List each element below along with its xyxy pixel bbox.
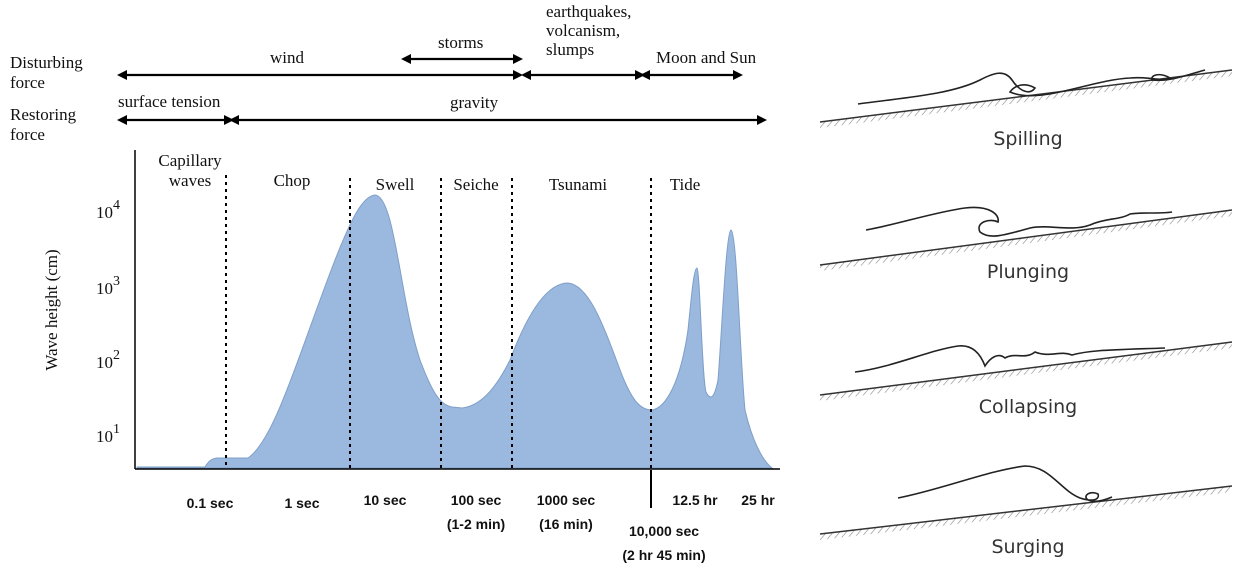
force-name: volcanism, [546, 21, 620, 40]
x-label: 0.1 sec [187, 495, 234, 511]
y-tick-label: 104 [96, 198, 120, 222]
breaker: Plunging [820, 207, 1232, 283]
spectrum: Capillary waves Chop Swell Seiche Tsunam… [42, 150, 780, 563]
band-label: Swell [376, 175, 415, 194]
x-label: (1-2 min) [447, 516, 505, 532]
force-name: slumps [546, 40, 594, 59]
breakers: Spilling Plunging Collapsing Surging [820, 70, 1232, 558]
breaker-label: Plunging [987, 261, 1069, 283]
x-label: 10 sec [364, 492, 407, 508]
x-label: 25 hr [741, 492, 775, 508]
breaker: Collapsing [820, 342, 1232, 418]
breaker-label: Surging [991, 536, 1064, 558]
band-label: Capillary [158, 151, 222, 170]
force-label: force [10, 125, 45, 144]
force-label: Restoring [10, 105, 77, 124]
breaker: Surging [820, 466, 1232, 558]
band-label: waves [169, 171, 211, 190]
force-name: surface tension [118, 92, 221, 111]
force-label: force [10, 73, 45, 92]
y-tick-label: 102 [96, 348, 120, 372]
force-name: wind [270, 48, 305, 67]
force-name: gravity [450, 93, 499, 112]
y-axis-label: Wave height (cm) [42, 249, 61, 370]
x-label: 10,000 sec [629, 523, 699, 539]
band-label: Chop [274, 171, 311, 190]
force-name: earthquakes, [546, 2, 631, 21]
x-label: (2 hr 45 min) [622, 547, 705, 563]
breaker-label: Collapsing [979, 396, 1077, 418]
band-label: Tsunami [549, 175, 608, 194]
force-name: Moon and Sun [656, 48, 757, 67]
x-label: 1000 sec [537, 492, 596, 508]
page: Disturbing force Restoring force wind st… [0, 0, 1244, 569]
x-label: (16 min) [539, 516, 593, 532]
spectrum-area [137, 195, 772, 468]
y-tick-label: 103 [96, 274, 120, 298]
force-label: Disturbing [10, 53, 83, 72]
x-label: 100 sec [451, 492, 502, 508]
forces: Disturbing force Restoring force wind st… [10, 2, 762, 144]
force-name: storms [438, 33, 483, 52]
breaker: Spilling [820, 70, 1232, 150]
band-label: Tide [670, 175, 701, 194]
breaker-label: Spilling [993, 128, 1062, 150]
band-label: Seiche [453, 175, 498, 194]
x-label: 12.5 hr [672, 492, 718, 508]
y-tick-label: 101 [96, 422, 120, 446]
x-label: 1 sec [284, 495, 319, 511]
